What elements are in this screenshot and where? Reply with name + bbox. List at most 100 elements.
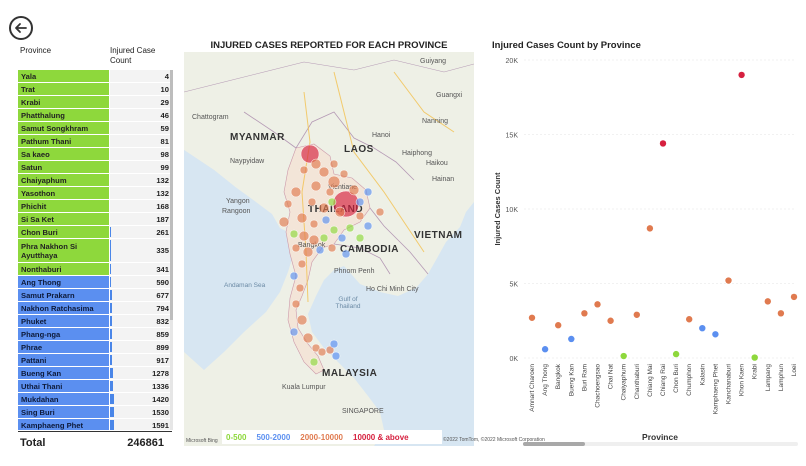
province-table[interactable]: Yala 4 Trat 10 Krabi 29 Phatthalung 46 Samut Son… [18,70,172,430]
scatter-point[interactable] [738,71,745,79]
scatter-point[interactable] [672,350,680,358]
map-bubble[interactable] [334,206,346,218]
scatter-point[interactable] [725,277,732,284]
map-bubble[interactable] [355,233,365,243]
map-bubble[interactable] [331,351,341,361]
map-bubble[interactable] [291,243,301,253]
scatter-point[interactable] [541,346,549,353]
column-header-count[interactable]: Injured Case Count [110,46,156,65]
map-bubble[interactable] [299,165,309,175]
map-bubble[interactable] [321,215,331,225]
map-bubble[interactable] [289,271,299,281]
map-bubble[interactable] [327,197,337,207]
scatter-point[interactable] [764,298,771,305]
scatter-point[interactable] [790,293,798,301]
scatter-point[interactable] [528,314,536,321]
table-row[interactable]: Sa kaeo 98 [18,148,172,161]
scatter-point[interactable] [699,325,706,332]
map-bubble[interactable] [296,314,308,326]
map-bubble[interactable] [307,197,317,207]
map-bubble[interactable] [329,339,339,349]
scatter-point[interactable] [777,310,785,317]
table-row[interactable]: Ang Thong 590 [18,276,172,289]
map-bubble[interactable] [290,186,302,198]
map-bubble[interactable] [302,332,314,344]
map-bubble[interactable] [348,184,360,196]
map-bubble[interactable] [278,216,290,228]
table-row[interactable]: Yasothon 132 [18,187,172,200]
map-bubble[interactable] [308,234,320,246]
chart-scrollbar[interactable] [523,442,798,446]
scatter-point[interactable] [751,354,758,361]
scatter-point[interactable] [555,322,562,329]
table-row[interactable]: Kamphaeng Phet 1591 [18,419,172,430]
map-bubble[interactable] [289,327,299,337]
map-bubble[interactable] [318,166,330,178]
table-row[interactable]: Krabi 29 [18,96,172,109]
table-row[interactable]: Pattani 917 [18,354,172,367]
map-bubble[interactable] [363,187,373,197]
scatter-point[interactable] [659,140,667,147]
table-row[interactable]: Bueng Kan 1278 [18,367,172,380]
table-row[interactable]: Si Sa Ket 187 [18,213,172,226]
scatter-point[interactable] [712,331,719,338]
map-bubble[interactable] [289,229,299,239]
table-row[interactable]: Sing Buri 1530 [18,406,172,419]
map-bubble[interactable] [327,243,337,253]
table-row[interactable]: Nonthaburi 341 [18,263,172,276]
scatter-point[interactable] [568,335,575,343]
table-row[interactable]: Chon Buri 261 [18,226,172,239]
map-bubble[interactable] [329,159,339,169]
map-bubble[interactable] [339,169,349,179]
map-bubbles[interactable] [184,52,474,446]
map-bubble[interactable] [325,345,335,355]
scatter-point[interactable] [594,301,601,308]
map-bubble[interactable] [318,202,330,214]
map-bubble[interactable] [375,207,385,217]
table-row[interactable]: Phang-nga 859 [18,328,172,341]
map-bubble[interactable] [311,343,321,353]
table-row[interactable]: Satun 99 [18,161,172,174]
map-bubble[interactable] [329,225,339,235]
map-bubble[interactable] [337,233,347,243]
scatter-point[interactable] [607,317,614,324]
map-bubble[interactable] [297,259,307,269]
scatter-point[interactable] [646,225,654,232]
table-row[interactable]: Uthai Thani 1336 [18,380,172,393]
table-row[interactable]: Phuket 832 [18,315,172,328]
scatter-point[interactable] [620,352,627,360]
table-row[interactable]: Nakhon Ratchasima 794 [18,302,172,315]
scatter-point[interactable] [581,310,588,317]
table-scrollbar[interactable] [170,70,173,430]
table-row[interactable]: Phra Nakhon Si Ayutthaya 335 [18,239,172,263]
map-bubble[interactable] [310,180,322,192]
scatter-chart[interactable]: 0K 5K 10K 15K 20K Injured Cases Count Amnart C… [480,50,802,444]
column-header-province[interactable]: Province [20,46,52,55]
map-bubble[interactable] [363,221,373,231]
map-bubble[interactable] [291,299,301,309]
scatter-point[interactable] [633,311,640,318]
table-scrollbar-thumb[interactable] [170,70,173,320]
map-bubble[interactable] [315,245,325,255]
map-bubble[interactable] [302,246,314,258]
map-bubble[interactable] [296,212,308,224]
map-bubble[interactable] [355,211,365,221]
map-bubble[interactable] [317,347,327,357]
map-bubble[interactable] [283,199,293,209]
table-row[interactable]: Trat 10 [18,83,172,96]
table-row[interactable]: Pathum Thani 81 [18,135,172,148]
scatter-point[interactable] [686,316,693,323]
map-bubble[interactable] [310,158,322,170]
map-bubble[interactable] [341,249,351,259]
table-row[interactable]: Samut Prakarn 677 [18,289,172,302]
map-bubble[interactable] [319,233,329,243]
map-bubble[interactable] [355,197,365,207]
map-bubble[interactable] [345,223,355,233]
map-bubble[interactable] [309,357,319,367]
chart-scrollbar-thumb[interactable] [523,442,585,446]
map-bubble[interactable] [309,219,319,229]
map-bubble[interactable] [327,175,341,189]
table-row[interactable]: Phrae 899 [18,341,172,354]
table-row[interactable]: Phichit 168 [18,200,172,213]
map-bubble[interactable] [300,144,320,164]
